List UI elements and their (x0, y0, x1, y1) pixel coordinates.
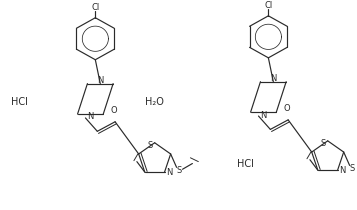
Text: Cl: Cl (91, 3, 100, 12)
Text: HCl: HCl (11, 97, 28, 107)
Text: O: O (284, 104, 291, 113)
Text: O: O (111, 106, 117, 115)
Text: HCl: HCl (237, 159, 253, 169)
Text: S: S (350, 164, 355, 173)
Text: S: S (320, 139, 325, 148)
Text: Cl: Cl (264, 1, 272, 10)
Text: H₂O: H₂O (145, 97, 164, 107)
Text: N: N (260, 111, 267, 119)
Text: S: S (177, 166, 182, 175)
Text: N: N (97, 76, 104, 85)
Text: S: S (147, 141, 152, 150)
Text: N: N (166, 168, 173, 177)
Text: N: N (270, 74, 277, 83)
Text: N: N (87, 113, 94, 122)
Text: N: N (340, 166, 346, 175)
